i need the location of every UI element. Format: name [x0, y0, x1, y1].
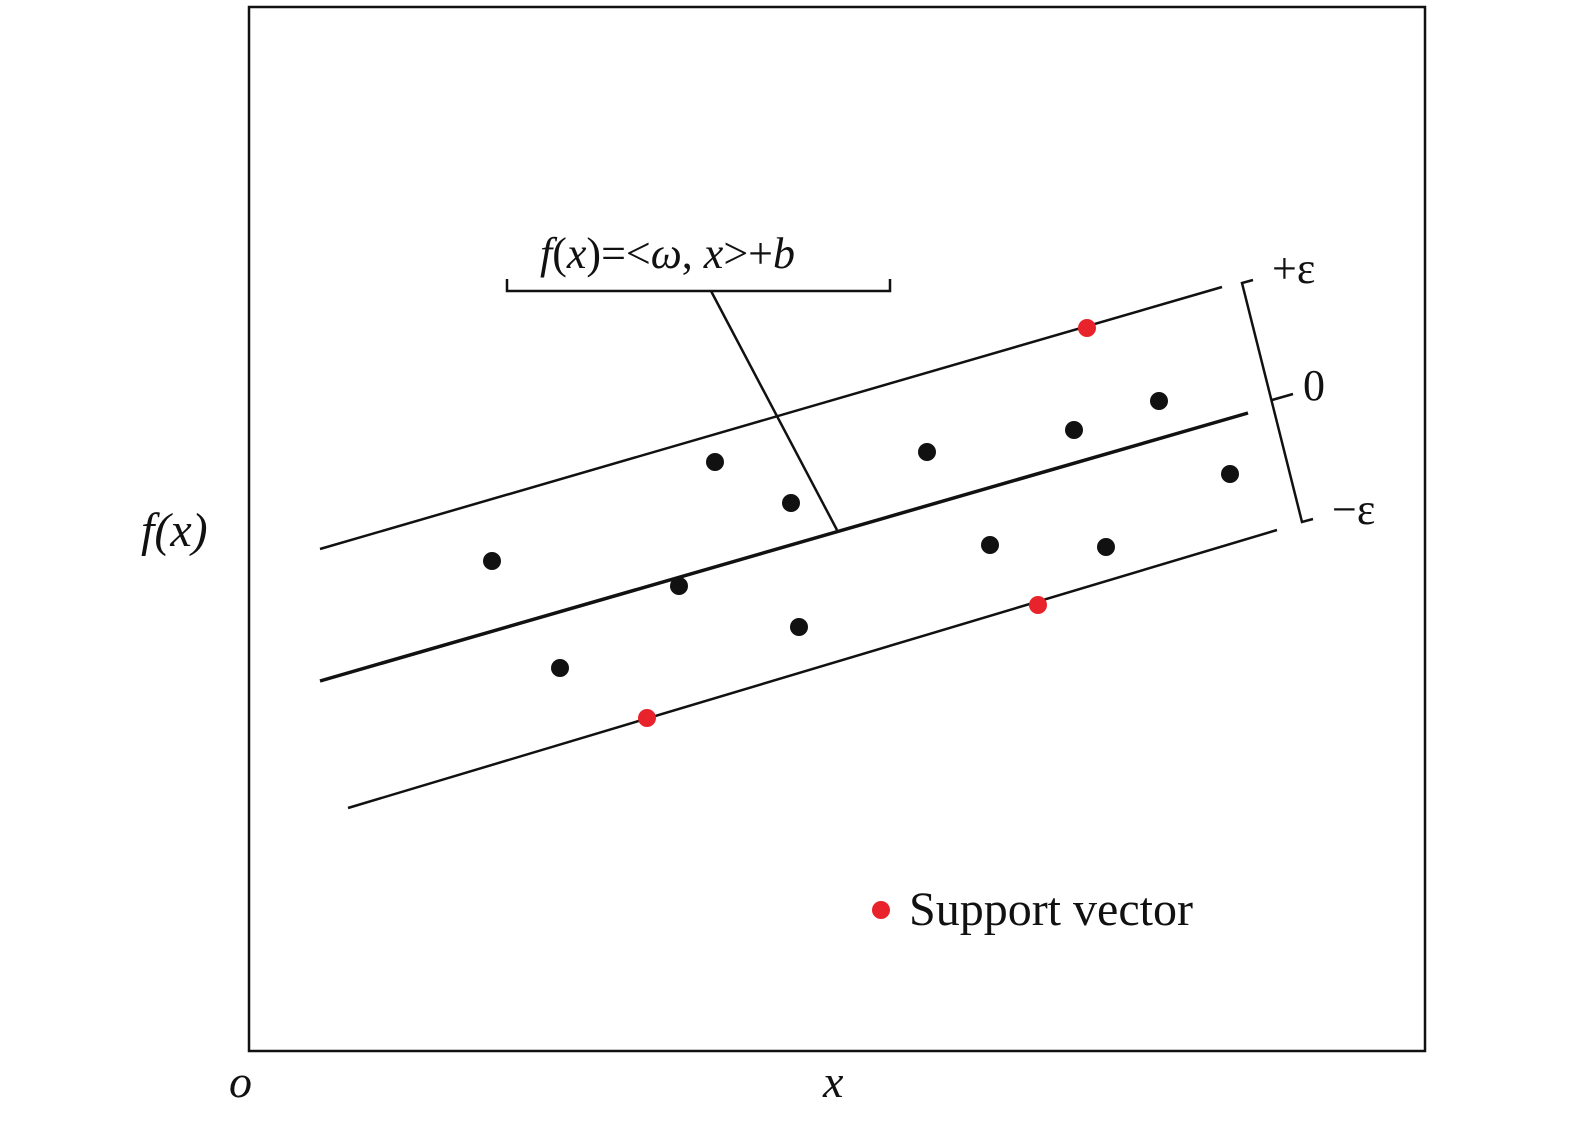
- data-point: [782, 494, 800, 512]
- equation-leader-line: [709, 290, 839, 531]
- lower-boundary-line: [347, 528, 1278, 810]
- support-vector-point: [1078, 319, 1096, 337]
- origin-label: o: [229, 1056, 252, 1107]
- zero-tick: [1271, 392, 1294, 402]
- data-point: [1221, 465, 1239, 483]
- data-point: [1097, 538, 1115, 556]
- legend-label: Support vector: [909, 883, 1193, 936]
- data-point: [1065, 421, 1083, 439]
- equation-label: f(x)=<ω, x>+b: [540, 229, 795, 278]
- equation-bracket: [505, 279, 892, 293]
- zero-label: 0: [1303, 361, 1325, 410]
- data-point: [981, 536, 999, 554]
- regression-line: [319, 411, 1249, 683]
- data-point: [918, 443, 936, 461]
- minus-epsilon-label: −ε: [1332, 485, 1375, 534]
- data-point: [670, 577, 688, 595]
- y-axis-label: f(x): [141, 504, 208, 557]
- data-point: [483, 552, 501, 570]
- data-points: [483, 392, 1239, 677]
- x-axis-label: x: [822, 1056, 844, 1107]
- plus-epsilon-label: +ε: [1272, 244, 1315, 293]
- epsilon-bracket: [1240, 278, 1314, 524]
- support-vector-point: [638, 709, 656, 727]
- plot-frame: [247, 5, 1427, 1053]
- support-vectors: [638, 319, 1096, 727]
- data-point: [1150, 392, 1168, 410]
- data-point: [790, 618, 808, 636]
- data-point: [706, 453, 724, 471]
- legend-support-vector-marker: [872, 901, 890, 919]
- legend: Support vector: [872, 883, 1193, 936]
- support-vector-point: [1029, 596, 1047, 614]
- upper-boundary-line: [319, 285, 1223, 551]
- data-point: [551, 659, 569, 677]
